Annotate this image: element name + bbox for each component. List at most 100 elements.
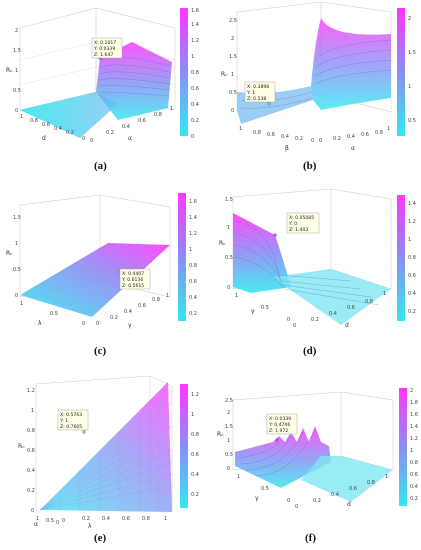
x-axis-label-f: d: [347, 501, 351, 508]
svg-text:0.8: 0.8: [142, 516, 150, 522]
svg-text:0.8: 0.8: [152, 297, 160, 303]
subfigure-label-b: (b): [303, 160, 317, 172]
subfigure-label-a: (a): [94, 160, 107, 172]
svg-text:Y: 0.4746: Y: 0.4746: [268, 422, 290, 428]
svg-text:0.6: 0.6: [138, 118, 146, 124]
subfigure-label-c: (c): [94, 345, 107, 357]
svg-text:1.2: 1.2: [191, 38, 199, 44]
svg-text:1.4: 1.4: [410, 424, 418, 430]
y-axis-label-a: α: [128, 135, 132, 142]
svg-text:1.5: 1.5: [225, 197, 233, 203]
svg-text:0.2: 0.2: [106, 130, 114, 136]
x-axis-label-c: λ: [38, 320, 42, 327]
svg-text:1: 1: [191, 54, 194, 60]
datatip-marker-e[interactable]: [82, 430, 86, 434]
y-axis-label-d: γ: [251, 308, 255, 315]
surface-plane-c: [20, 243, 170, 317]
svg-text:0.4: 0.4: [408, 291, 416, 297]
datatip-f[interactable]: X: 0.0339 Y: 0.4746 Z: 1.972: [266, 413, 298, 435]
datatip-marker-b[interactable]: [267, 102, 271, 106]
x-ticks-f: 0 0.2 0.4 0.6 0.8 1: [295, 474, 388, 510]
svg-text:0.6: 0.6: [122, 516, 130, 522]
svg-text:0.8: 0.8: [375, 130, 383, 136]
svg-text:0.4: 0.4: [54, 126, 62, 132]
svg-text:Z: 0.538: Z: 0.538: [247, 96, 266, 102]
svg-text:0: 0: [90, 138, 93, 144]
datatip-marker-d[interactable]: [273, 233, 277, 237]
svg-text:1: 1: [385, 474, 388, 480]
svg-text:0.5: 0.5: [13, 88, 21, 94]
svg-text:0.4: 0.4: [189, 295, 197, 301]
z-axis-label-d: Rₙ: [219, 240, 226, 247]
svg-text:0.2: 0.2: [333, 136, 341, 142]
colorbar-e: [180, 384, 188, 508]
svg-text:Y: 0: Y: 0: [288, 221, 297, 227]
svg-text:0.6: 0.6: [361, 132, 369, 138]
svg-text:1: 1: [15, 241, 18, 247]
svg-text:0.4: 0.4: [331, 492, 339, 498]
y-ticks-c: 0 0.2 0.4 0.6 0.8 1: [96, 293, 169, 327]
svg-text:0.6: 0.6: [42, 122, 50, 128]
subfigure-label-d: (d): [303, 345, 317, 357]
svg-text:0.4: 0.4: [27, 468, 35, 474]
svg-text:Z: 1.403: Z: 1.403: [289, 227, 308, 233]
svg-text:0: 0: [287, 498, 290, 504]
surface-low-region-a: [20, 92, 118, 138]
svg-text:1.4: 1.4: [191, 22, 199, 28]
svg-text:1: 1: [20, 114, 23, 120]
z-axis-label-e: Rₙ: [18, 443, 25, 450]
z-axis-label-a: Rₙ: [6, 67, 13, 74]
colorbar-ticks-b: 0.5 1 1.5 2: [408, 16, 416, 124]
x-ticks-d: 0 0.2 0.4 0.6 0.8 1: [293, 291, 386, 329]
svg-text:1.5: 1.5: [229, 54, 237, 60]
x-axis-label-d: d: [345, 322, 349, 329]
z-ticks-e: 0 0.2 0.4 0.6 0.8 1 1.2: [27, 388, 35, 514]
svg-text:0.4: 0.4: [124, 309, 132, 315]
svg-text:0.2: 0.2: [191, 492, 199, 498]
svg-text:2: 2: [408, 16, 411, 22]
svg-text:1.6: 1.6: [410, 412, 418, 418]
x-axis-label-a: d: [42, 135, 46, 142]
svg-text:1.6: 1.6: [191, 8, 199, 14]
datatip-a[interactable]: X: 0.1017 Y: 0.0339 Z: 1.647: [91, 37, 123, 59]
svg-text:0.8: 0.8: [365, 299, 373, 305]
colorbar-ticks-a: 0 0.2 0.4 0.6 0.8 1 1.2 1.4 1.6: [191, 8, 199, 140]
svg-text:0.6: 0.6: [191, 86, 199, 92]
svg-text:2.5: 2.5: [229, 18, 237, 24]
surface-high-region-a: [96, 42, 172, 120]
svg-text:0: 0: [56, 520, 59, 526]
colorbar-ticks-f: 0.2 0.4 0.6 0.8 1 1.2 1.4 1.6 1.8 2: [410, 388, 418, 502]
svg-text:Z: 0.7605: Z: 0.7605: [60, 424, 82, 430]
svg-text:2: 2: [227, 410, 230, 416]
datatip-marker-f[interactable]: [275, 438, 279, 442]
svg-text:1: 1: [170, 106, 173, 112]
colorbar-d: [397, 195, 405, 321]
x-ticks-c: 1 0.5 0: [20, 301, 85, 327]
svg-text:0: 0: [82, 136, 85, 142]
svg-text:0.4: 0.4: [122, 124, 130, 130]
svg-text:1.5: 1.5: [13, 215, 21, 221]
svg-text:1.5: 1.5: [225, 424, 233, 430]
surface-plot-b: X: 0.3898 Y: 1 Z: 0.538 0 0.5 1 1.5 2 2.…: [221, 1, 416, 152]
svg-text:0.8: 0.8: [189, 263, 197, 269]
svg-text:0: 0: [295, 504, 298, 510]
svg-text:1.2: 1.2: [191, 392, 199, 398]
datatip-e[interactable]: X: 0.5763 Y: 1 Z: 0.7605: [57, 409, 89, 431]
datatip-b[interactable]: X: 0.3898 Y: 1 Z: 0.538: [244, 81, 276, 103]
svg-text:1.2: 1.2: [189, 231, 197, 237]
svg-text:0.6: 0.6: [347, 305, 355, 311]
z-axis-label-b: Rₙ: [221, 71, 228, 78]
x-ticks-e: 0 0.2 0.4 0.6 0.8 1: [62, 516, 167, 524]
svg-text:2.5: 2.5: [225, 398, 233, 404]
z-ticks-d: 0 0.5 1 1.5: [225, 197, 233, 291]
subfigure-label-e: (e): [94, 532, 107, 544]
z-ticks-f: 0 0.5 1 1.5 2 2.5: [225, 398, 233, 472]
svg-text:1.2: 1.2: [410, 436, 418, 442]
z-ticks-b: 0 0.5 1 1.5 2 2.5: [229, 18, 237, 114]
svg-text:0.6: 0.6: [408, 273, 416, 279]
svg-text:0.6: 0.6: [191, 452, 199, 458]
datatip-d[interactable]: X: 0.05085 Y: 0 Z: 1.403: [286, 212, 320, 234]
datatip-c[interactable]: X: 0.4407 Y: 0.6136 Z: 0.5615: [119, 268, 151, 290]
y-ticks-e: 1 0.5 0: [36, 516, 59, 526]
svg-text:0: 0: [319, 138, 322, 144]
